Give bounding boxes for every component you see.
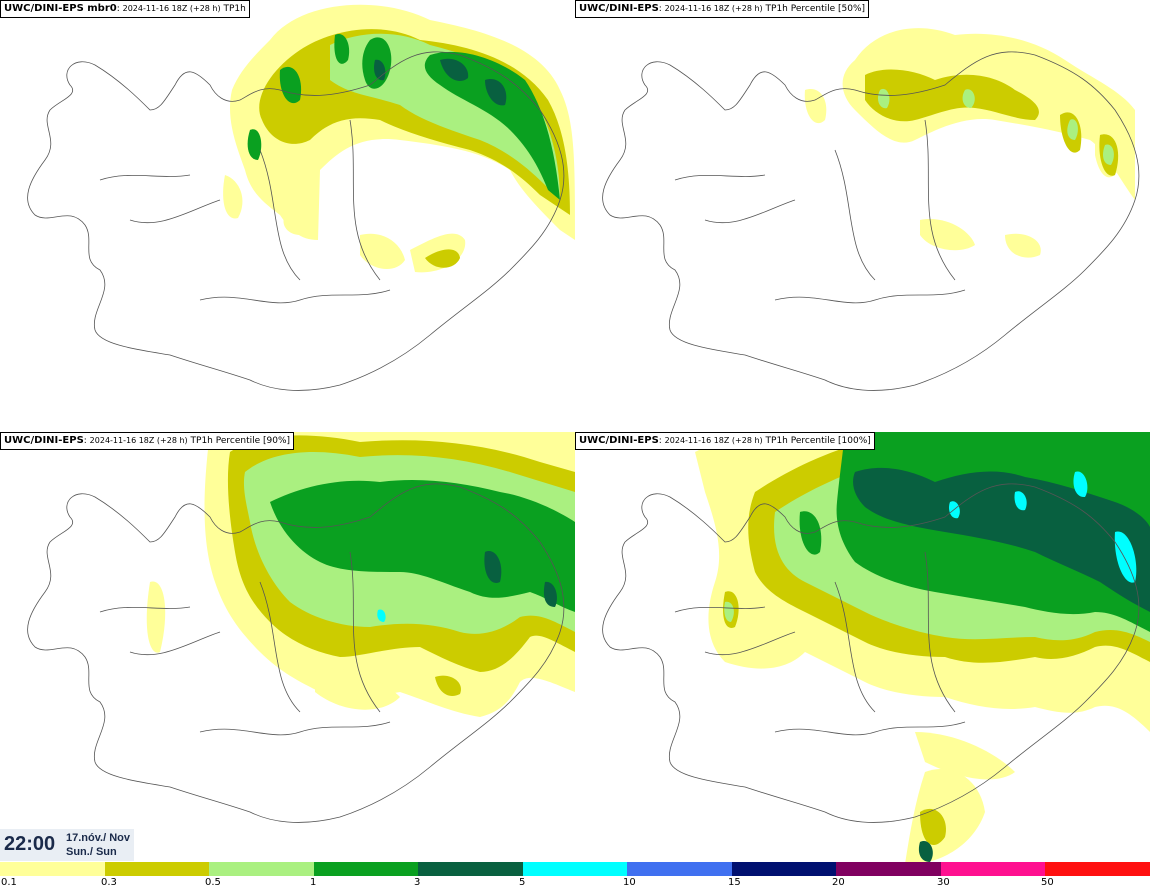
legend-label: 15 [728, 877, 741, 888]
legend-swatch [104, 862, 210, 876]
valid-time-box: 22:00 17.nóv./ Nov Sun./ Sun [0, 829, 134, 861]
precip-map [602, 432, 1150, 864]
valid-day-line: Sun./ Sun [66, 846, 117, 858]
legend-label: 1 [310, 877, 317, 888]
map-panel-mbr0: UWC/DINI-EPS mbr0: 2024-11-16 18Z (+28 h… [0, 0, 575, 432]
legend-swatch [0, 862, 105, 876]
valid-date-line: 17.nóv./ Nov [66, 832, 130, 844]
legend-swatch [836, 862, 941, 876]
legend-label: 20 [832, 877, 845, 888]
valid-time: 22:00 [4, 833, 56, 855]
precip-map [27, 432, 575, 823]
legend-label: 0.3 [101, 877, 117, 888]
legend-label: 3 [414, 877, 421, 888]
panel-title: UWC/DINI-EPS mbr0: 2024-11-16 18Z (+28 h… [0, 0, 250, 18]
legend-swatch [940, 862, 1046, 876]
map-panel-p100: UWC/DINI-EPS: 2024-11-16 18Z (+28 h) TP1… [575, 432, 1150, 864]
valid-date: 17.nóv./ Nov Sun./ Sun [66, 831, 130, 859]
legend-label: 10 [623, 877, 636, 888]
legend-swatch [522, 862, 628, 876]
legend-swatch [627, 862, 732, 876]
legend-swatch [209, 862, 314, 876]
legend-label: 30 [937, 877, 950, 888]
legend-swatch [1045, 862, 1150, 876]
legend-label: 0.5 [205, 877, 221, 888]
legend-swatch [731, 862, 837, 876]
legend-label: 5 [519, 877, 526, 888]
precip-map [602, 28, 1140, 391]
precip-map [27, 4, 575, 391]
legend-swatch [418, 862, 523, 876]
legend-color-bar [0, 862, 1150, 876]
panel-title: UWC/DINI-EPS: 2024-11-16 18Z (+28 h) TP1… [575, 432, 875, 450]
map-panel-p50: UWC/DINI-EPS: 2024-11-16 18Z (+28 h) TP1… [575, 0, 1150, 432]
legend-label: 0.1 [1, 877, 17, 888]
legend-swatch [313, 862, 419, 876]
color-legend: 0.1 0.3 0.5 1 3 5 10 15 20 30 50 [0, 862, 1150, 891]
panel-title: UWC/DINI-EPS: 2024-11-16 18Z (+28 h) TP1… [0, 432, 295, 450]
map-panel-p90: UWC/DINI-EPS: 2024-11-16 18Z (+28 h) TP1… [0, 432, 575, 864]
legend-label: 50 [1041, 877, 1054, 888]
panel-title: UWC/DINI-EPS: 2024-11-16 18Z (+28 h) TP1… [575, 0, 870, 18]
